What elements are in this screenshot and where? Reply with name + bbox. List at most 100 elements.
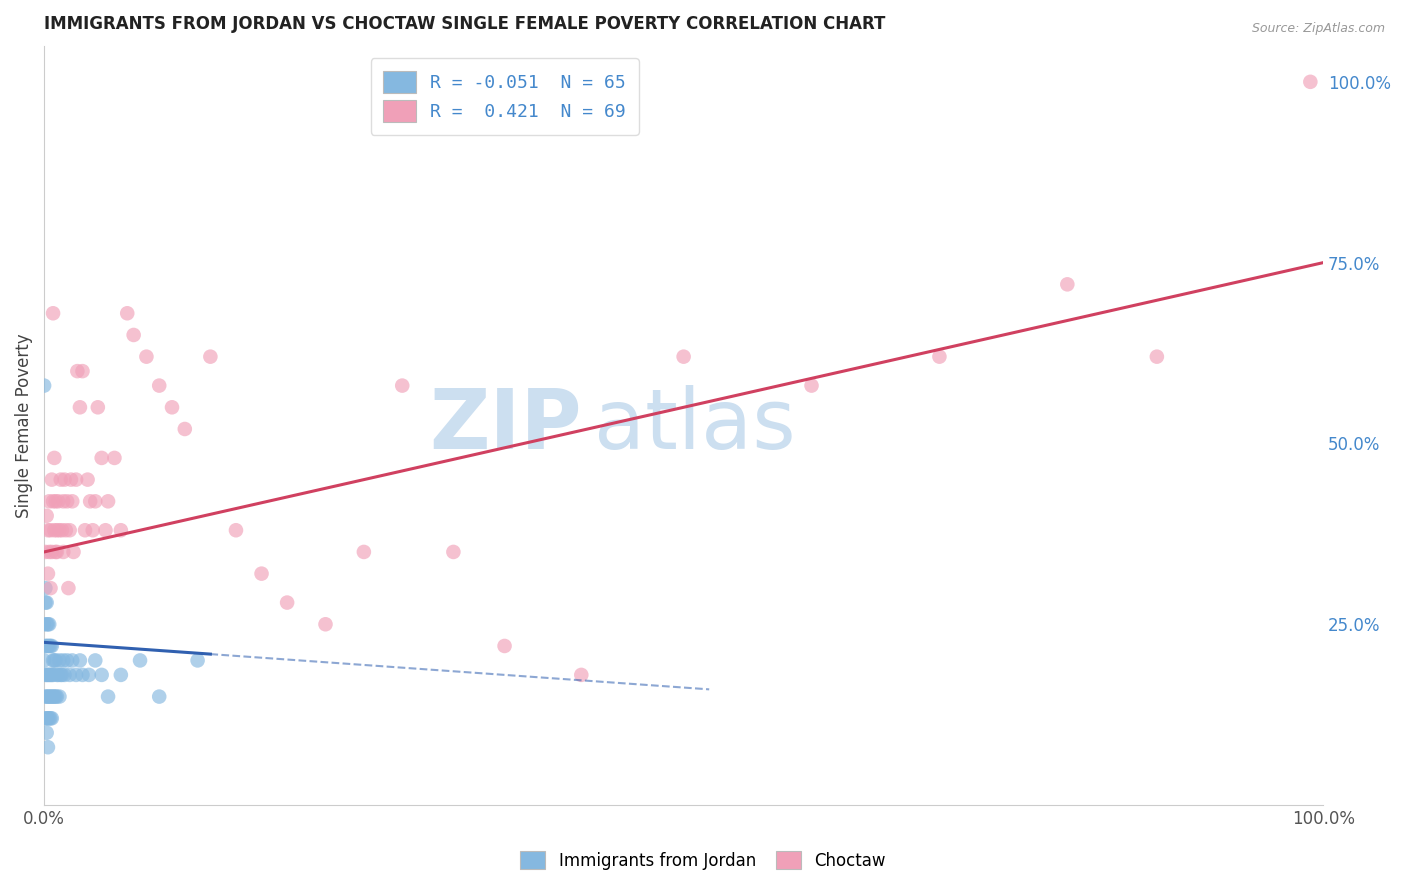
Point [59, 668, 82, 682]
Point [45, 690, 67, 704]
Text: atlas: atlas [595, 384, 796, 466]
Point [34, 581, 56, 595]
Point [66, 364, 89, 378]
Y-axis label: Single Female Poverty: Single Female Poverty [15, 333, 32, 517]
Point [44, 653, 66, 667]
Point [69, 401, 91, 415]
Point [34, 596, 56, 610]
Point [494, 639, 516, 653]
Point [39, 523, 62, 537]
Point [129, 653, 152, 667]
Point [94, 523, 117, 537]
Point [41, 545, 63, 559]
Point [97, 494, 120, 508]
Point [672, 350, 695, 364]
Point [41, 639, 63, 653]
Point [69, 653, 91, 667]
Point [148, 378, 170, 392]
Point [45, 494, 67, 508]
Point [35, 617, 58, 632]
Point [34, 545, 56, 559]
Point [45, 545, 67, 559]
Point [72, 364, 94, 378]
Point [569, 668, 592, 682]
Point [39, 668, 62, 682]
Point [41, 711, 63, 725]
Point [37, 690, 59, 704]
Point [38, 545, 60, 559]
Point [35, 668, 58, 682]
Point [187, 653, 209, 667]
Point [45, 545, 67, 559]
Point [45, 668, 67, 682]
Point [110, 523, 132, 537]
Point [1146, 350, 1168, 364]
Point [44, 690, 66, 704]
Point [35, 690, 58, 704]
Point [276, 596, 298, 610]
Point [79, 494, 101, 508]
Point [52, 494, 75, 508]
Point [42, 668, 65, 682]
Point [46, 668, 69, 682]
Point [39, 711, 62, 725]
Point [441, 545, 464, 559]
Point [59, 473, 82, 487]
Point [90, 450, 112, 465]
Point [225, 523, 247, 537]
Point [51, 668, 73, 682]
Point [117, 306, 139, 320]
Point [42, 306, 65, 320]
Point [72, 668, 94, 682]
Point [52, 653, 75, 667]
Point [56, 494, 79, 508]
Point [44, 523, 66, 537]
Point [44, 450, 66, 465]
Point [38, 690, 60, 704]
Point [37, 668, 59, 682]
Point [41, 668, 63, 682]
Point [928, 350, 950, 364]
Point [48, 653, 70, 667]
Point [51, 523, 73, 537]
Point [103, 450, 125, 465]
Point [37, 740, 59, 755]
Point [110, 668, 132, 682]
Point [122, 328, 145, 343]
Point [45, 653, 67, 667]
Point [82, 523, 104, 537]
Point [46, 494, 69, 508]
Point [34, 711, 56, 725]
Point [87, 401, 110, 415]
Point [39, 690, 62, 704]
Point [41, 473, 63, 487]
Point [52, 545, 75, 559]
Point [65, 473, 87, 487]
Point [35, 711, 58, 725]
Point [53, 473, 76, 487]
Point [59, 523, 82, 537]
Point [38, 711, 60, 725]
Legend: Immigrants from Jordan, Choctaw: Immigrants from Jordan, Choctaw [513, 845, 893, 877]
Point [800, 378, 823, 392]
Point [160, 401, 183, 415]
Point [38, 668, 60, 682]
Point [53, 668, 76, 682]
Point [38, 494, 60, 508]
Text: Source: ZipAtlas.com: Source: ZipAtlas.com [1251, 22, 1385, 36]
Point [42, 653, 65, 667]
Point [76, 473, 98, 487]
Point [84, 653, 107, 667]
Point [173, 422, 195, 436]
Point [1056, 277, 1078, 292]
Point [65, 668, 87, 682]
Point [135, 350, 157, 364]
Point [37, 523, 59, 537]
Point [37, 617, 59, 632]
Point [1299, 75, 1322, 89]
Point [56, 653, 79, 667]
Point [391, 378, 413, 392]
Point [32, 378, 55, 392]
Point [41, 690, 63, 704]
Point [32, 653, 55, 667]
